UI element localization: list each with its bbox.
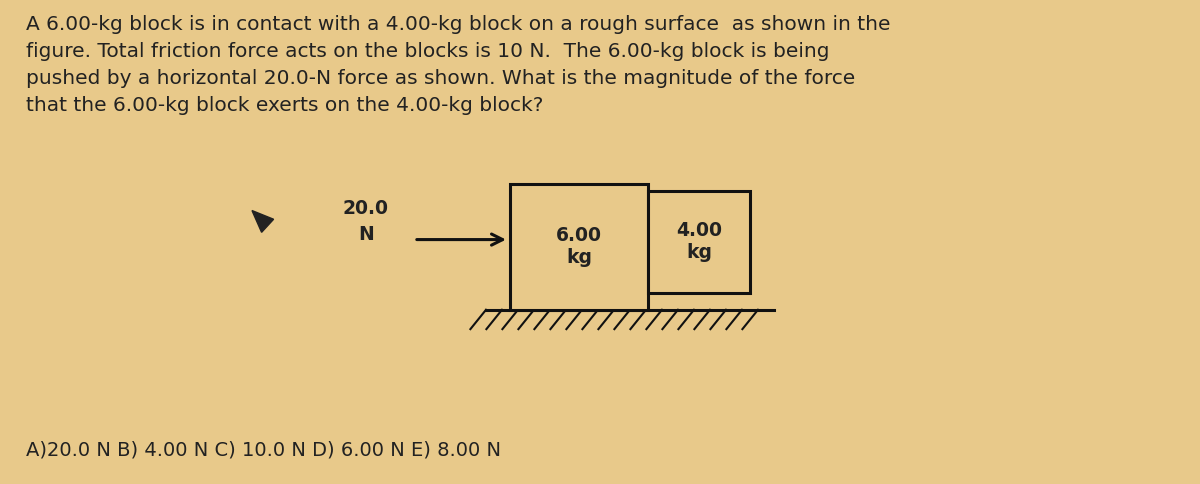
Text: 20.0: 20.0 <box>343 199 389 218</box>
Text: 4.00
kg: 4.00 kg <box>676 222 722 262</box>
Bar <box>510 184 648 310</box>
Polygon shape <box>252 211 274 232</box>
Bar <box>648 191 750 293</box>
Text: N: N <box>358 226 374 244</box>
Text: A)20.0 N B) 4.00 N C) 10.0 N D) 6.00 N E) 8.00 N: A)20.0 N B) 4.00 N C) 10.0 N D) 6.00 N E… <box>26 441 502 460</box>
Text: 6.00
kg: 6.00 kg <box>556 227 602 267</box>
Text: A 6.00-kg block is in contact with a 4.00-kg block on a rough surface  as shown : A 6.00-kg block is in contact with a 4.0… <box>26 15 890 115</box>
